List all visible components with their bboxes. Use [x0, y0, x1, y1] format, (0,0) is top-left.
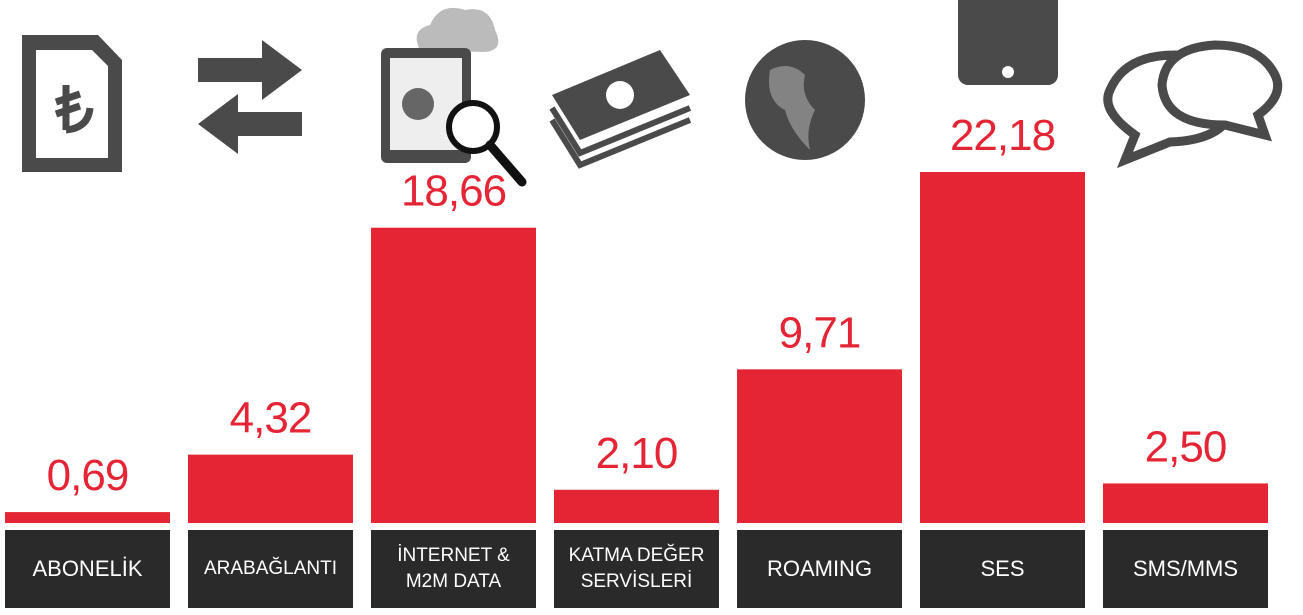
- icon-coin: [606, 81, 634, 109]
- category-label: SES: [920, 530, 1085, 608]
- icon-arrow-left: [198, 94, 302, 154]
- value-label: 2,10: [596, 429, 678, 478]
- icon-globe: [745, 40, 865, 160]
- icon-phone: [958, 0, 1058, 85]
- category-label: ARABAĞLANTI: [188, 530, 353, 608]
- bar: [737, 369, 902, 523]
- icon-cloud: [416, 7, 499, 52]
- value-label: 18,66: [401, 167, 506, 216]
- bar: [1103, 483, 1268, 523]
- value-label: 22,18: [950, 111, 1055, 160]
- bar: [5, 512, 170, 523]
- category-label: İNTERNET & M2M DATA: [371, 530, 536, 608]
- icon-handle: [485, 140, 527, 187]
- icon-bills: [549, 105, 692, 169]
- value-label: 4,32: [230, 394, 312, 443]
- icon-arrow-right: [198, 40, 302, 100]
- category-label: KATMA DEĞER SERVİSLERİ: [554, 530, 719, 608]
- icon-bubble-front: [1157, 40, 1283, 142]
- bar: [554, 489, 719, 523]
- icon-pie: [402, 88, 434, 120]
- bar: [920, 172, 1085, 523]
- icons: [22, 0, 1283, 187]
- category-label: ROAMING: [737, 530, 902, 608]
- icon-lira: [54, 85, 94, 134]
- icon-land: [769, 66, 815, 150]
- category-label: ABONELİK: [5, 530, 170, 608]
- bar: [188, 454, 353, 523]
- bar: [371, 227, 536, 524]
- icon-phone-button: [1002, 66, 1014, 78]
- icon-sim: [22, 35, 122, 172]
- value-label: 0,69: [47, 451, 129, 500]
- icon-magnifier: [446, 100, 500, 154]
- value-label: 9,71: [779, 308, 861, 357]
- category-label: SMS/MMS: [1103, 530, 1268, 608]
- value-label: 2,50: [1145, 422, 1227, 471]
